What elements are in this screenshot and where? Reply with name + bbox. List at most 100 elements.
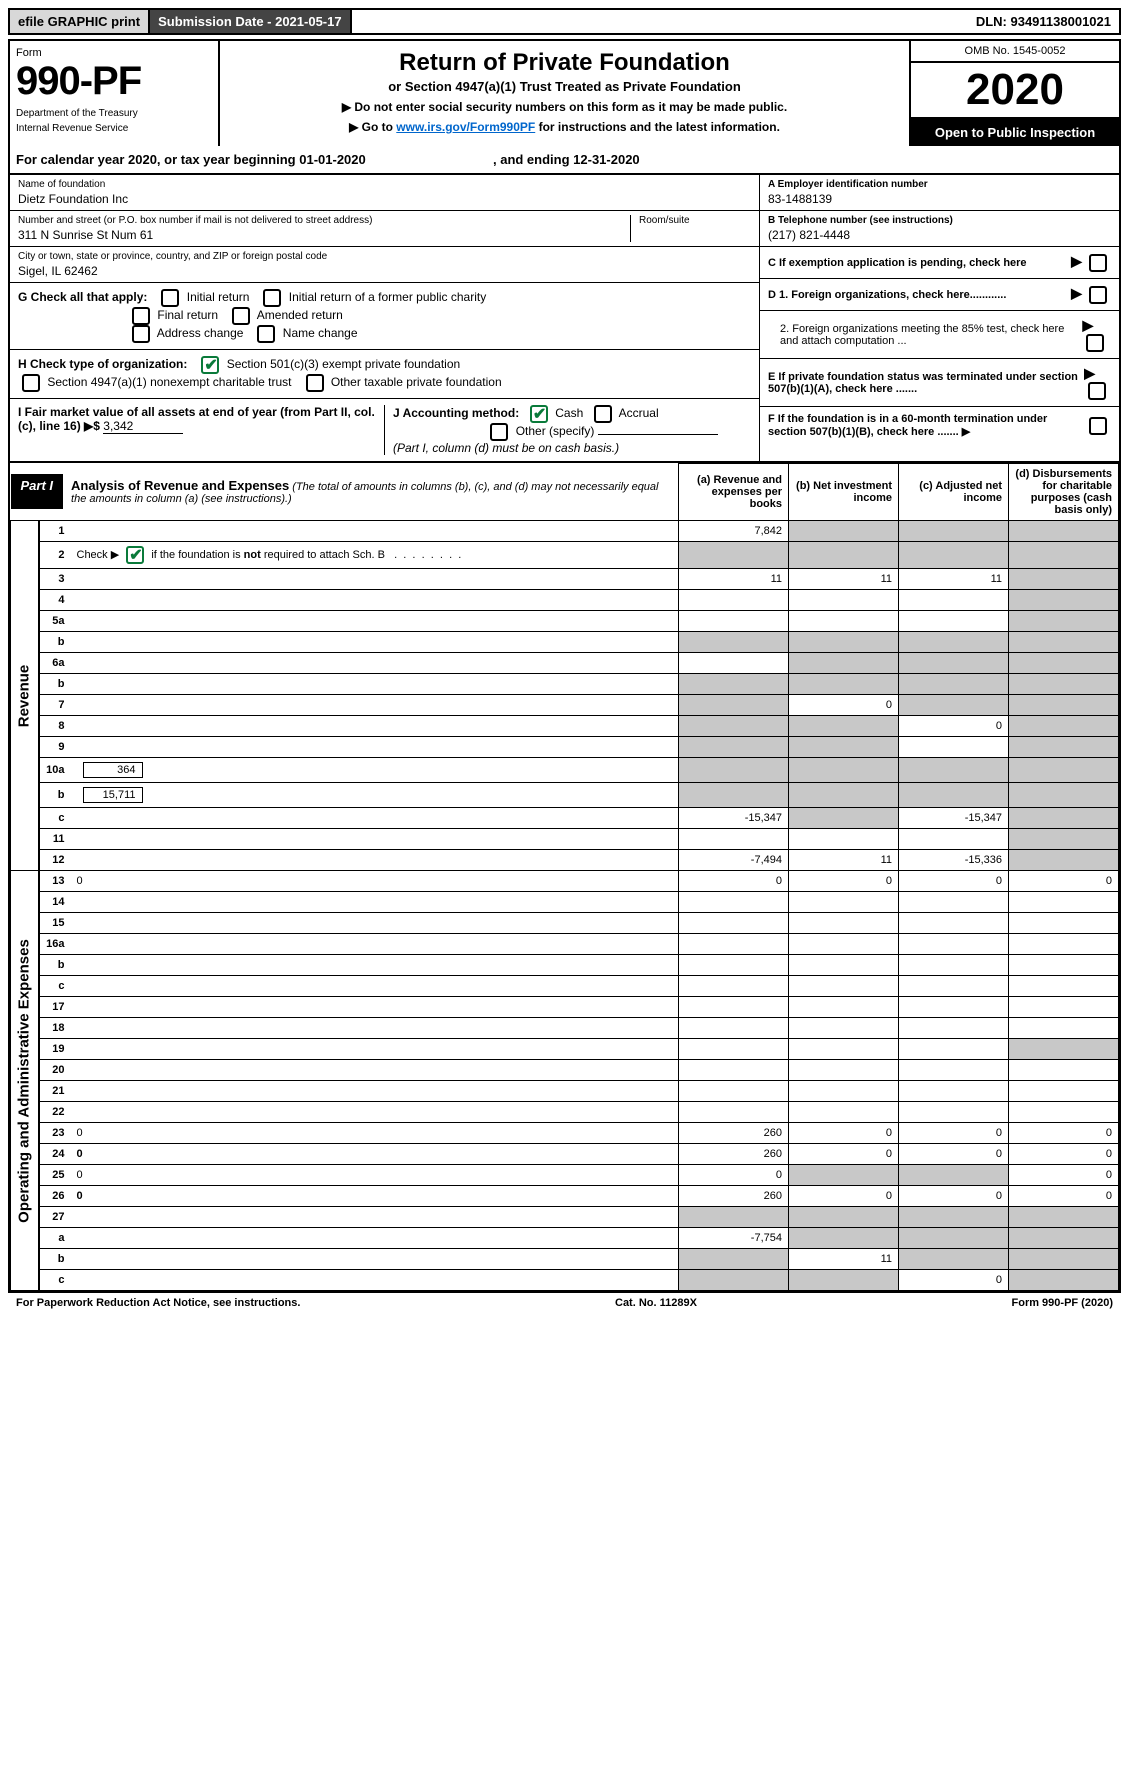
col-b (789, 632, 899, 653)
table-row: b (11, 632, 1119, 653)
row-num: c (39, 1270, 71, 1291)
sec4947-checkbox[interactable] (22, 374, 40, 392)
row-desc (71, 997, 679, 1018)
table-row: 10a 364 (11, 758, 1119, 783)
sec501-checkbox[interactable] (201, 356, 219, 374)
col-d (1009, 1018, 1119, 1039)
col-a: -7,754 (679, 1228, 789, 1249)
name-change-checkbox[interactable] (257, 325, 275, 343)
efile-print-button[interactable]: efile GRAPHIC print (10, 10, 150, 33)
table-row: 240260000 (11, 1144, 1119, 1165)
form-page: efile GRAPHIC print Submission Date - 20… (0, 0, 1129, 1321)
row-desc (71, 913, 679, 934)
col-b (789, 913, 899, 934)
cal-end: 12-31-2020 (573, 152, 640, 167)
c-checkbox[interactable] (1089, 254, 1107, 272)
row-desc (71, 716, 679, 737)
arrow-icon: ▶ (1084, 365, 1095, 381)
d2-checkbox[interactable] (1086, 334, 1104, 352)
col-c: 0 (899, 871, 1009, 892)
initial-former-checkbox[interactable] (263, 289, 281, 307)
form-label: Form (16, 47, 212, 59)
ein-label: A Employer identification number (768, 179, 928, 190)
other-spec-label: Other (specify) (516, 424, 595, 438)
arrow-icon: ▶ (1071, 285, 1082, 301)
sec501-label: Section 501(c)(3) exempt private foundat… (227, 357, 460, 371)
col-b (789, 955, 899, 976)
col-d (1009, 521, 1119, 542)
row-desc (71, 521, 679, 542)
address-change-checkbox[interactable] (132, 325, 150, 343)
irs-link[interactable]: www.irs.gov/Form990PF (396, 120, 535, 134)
col-a (679, 1207, 789, 1228)
footer-mid: Cat. No. 11289X (615, 1297, 697, 1309)
form-title: Return of Private Foundation (228, 49, 901, 77)
e-item: E If private foundation status was termi… (760, 359, 1119, 407)
row-desc (71, 1081, 679, 1102)
col-d (1009, 1270, 1119, 1291)
row-num: 19 (39, 1039, 71, 1060)
col-c (899, 521, 1009, 542)
col-a-header: (a) Revenue and expenses per books (679, 464, 789, 521)
d1-checkbox[interactable] (1089, 286, 1107, 304)
table-row: b11 (11, 1249, 1119, 1270)
i-label: I Fair market value of all assets at end… (18, 405, 375, 433)
arrow-icon: ▶ (1071, 253, 1082, 269)
part1-tag: Part I (11, 474, 64, 509)
city-cell: City or town, state or province, country… (10, 247, 759, 283)
col-b (789, 1207, 899, 1228)
name-label: Name of foundation (18, 179, 751, 190)
omb-number: OMB No. 1545-0052 (911, 41, 1119, 63)
row-desc (71, 829, 679, 850)
d2-label: 2. Foreign organizations meeting the 85%… (768, 323, 1076, 347)
col-b (789, 1270, 899, 1291)
col-d (1009, 913, 1119, 934)
col-c (899, 1060, 1009, 1081)
col-c: 11 (899, 569, 1009, 590)
col-c-header: (c) Adjusted net income (899, 464, 1009, 521)
col-c (899, 783, 1009, 808)
final-return-checkbox[interactable] (132, 307, 150, 325)
sch-b-checkbox[interactable] (126, 546, 144, 564)
col-d: 0 (1009, 1144, 1119, 1165)
table-row: 27 (11, 1207, 1119, 1228)
row-num: 20 (39, 1060, 71, 1081)
row-num: 5a (39, 611, 71, 632)
col-b: 11 (789, 569, 899, 590)
cash-checkbox[interactable] (530, 405, 548, 423)
f-checkbox[interactable] (1089, 417, 1107, 435)
initial-return-checkbox[interactable] (161, 289, 179, 307)
col-b (789, 521, 899, 542)
amended-return-checkbox[interactable] (232, 307, 250, 325)
col-b (789, 590, 899, 611)
table-row: b 15,711 (11, 783, 1119, 808)
col-a (679, 934, 789, 955)
col-c (899, 611, 1009, 632)
address-cell: Number and street (or P.O. box number if… (10, 211, 759, 247)
col-b (789, 611, 899, 632)
accrual-checkbox[interactable] (594, 405, 612, 423)
row-desc (71, 569, 679, 590)
table-row: 16a (11, 934, 1119, 955)
row-desc (71, 590, 679, 611)
footer-right: Form 990-PF (2020) (1012, 1297, 1113, 1309)
table-row: 12-7,49411-15,336 (11, 850, 1119, 871)
col-b (789, 758, 899, 783)
col-a (679, 674, 789, 695)
row-num: 9 (39, 737, 71, 758)
row-desc (71, 737, 679, 758)
form-header: Form 990-PF Department of the Treasury I… (8, 39, 1121, 146)
e-checkbox[interactable] (1088, 382, 1106, 400)
e-label: E If private foundation status was termi… (768, 371, 1078, 395)
col-b (789, 892, 899, 913)
other-spec-checkbox[interactable] (490, 423, 508, 441)
addr: 311 N Sunrise St Num 61 (18, 226, 622, 242)
row-num: b (39, 955, 71, 976)
other-pf-checkbox[interactable] (306, 374, 324, 392)
table-row: 70 (11, 695, 1119, 716)
table-row: Operating and Administrative Expenses130… (11, 871, 1119, 892)
col-c: 0 (899, 716, 1009, 737)
room-label: Room/suite (639, 215, 751, 226)
row-num: 3 (39, 569, 71, 590)
col-a: 0 (679, 871, 789, 892)
